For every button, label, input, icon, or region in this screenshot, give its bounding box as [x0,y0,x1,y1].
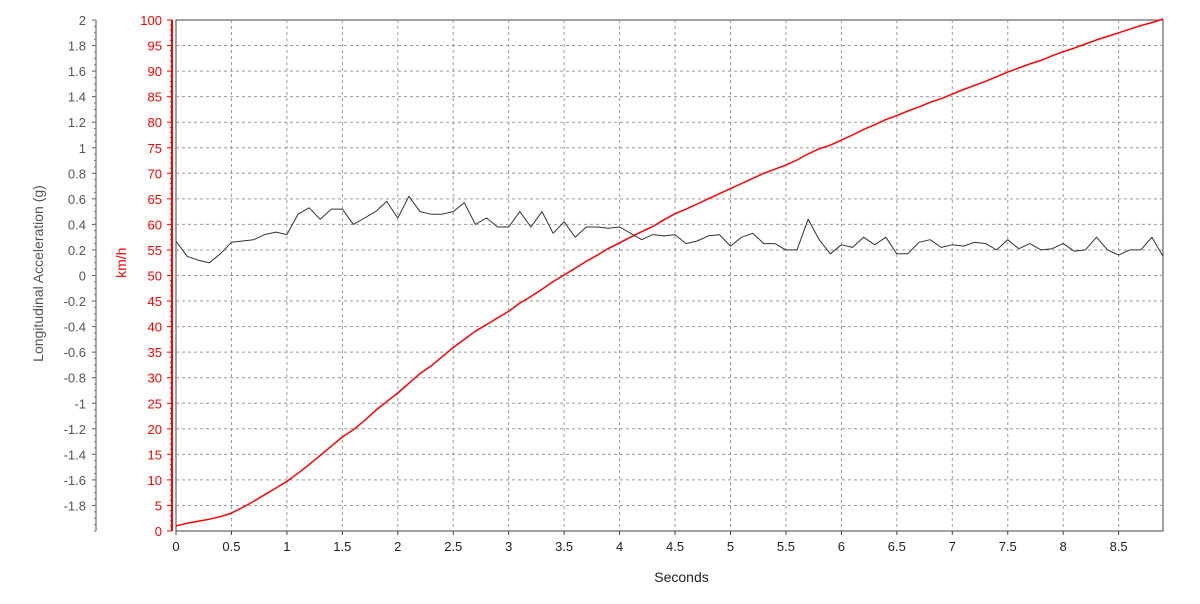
left-outer-tick-label: -0.2 [64,294,86,309]
x-tick-label: 3.5 [555,539,573,554]
left-outer-tick-label: 1.4 [68,90,86,105]
left-inner-tick-label: 5 [155,498,162,513]
left-inner-tick-label: 35 [148,345,162,360]
left-inner-tick-label: 45 [148,294,162,309]
left-inner-tick-label: 65 [148,192,162,207]
left-outer-tick-label: 2 [79,13,86,28]
x-tick-label: 6.5 [888,539,906,554]
left-outer-tick-label: 1.8 [68,39,86,54]
left-inner-tick-label: 10 [148,473,162,488]
left-inner-tick-label: 80 [148,115,162,130]
x-axis-title: Seconds [654,569,708,585]
x-tick-label: 7 [949,539,956,554]
x-tick-label: 0.5 [222,539,240,554]
left-inner-axis-title: km/h [113,248,129,278]
x-tick-label: 5 [727,539,734,554]
left-inner-tick-label: 70 [148,166,162,181]
x-tick-label: 2 [394,539,401,554]
x-tick-label: 1 [283,539,290,554]
left-outer-tick-label: 1 [79,141,86,156]
x-tick-label: 2.5 [444,539,462,554]
x-tick-label: 8 [1060,539,1067,554]
x-tick-label: 4.5 [666,539,684,554]
left-outer-tick-label: -1 [74,396,86,411]
x-tick-label: 0 [172,539,179,554]
x-tick-label: 6 [838,539,845,554]
left-inner-tick-label: 90 [148,64,162,79]
speed-series-line [175,18,1164,527]
left-inner-tick-label: 15 [148,447,162,462]
left-inner-tick-label: 85 [148,90,162,105]
left-inner-tick-label: 50 [148,269,162,284]
x-tick-label: 8.5 [1110,539,1128,554]
acceleration-series-line [175,195,1164,264]
left-inner-tick-label: 95 [148,39,162,54]
x-tick-label: 3 [505,539,512,554]
left-inner-tick-label: 0 [155,524,162,539]
left-outer-tick-label: 1.6 [68,64,86,79]
left-outer-axis-title: Longitudinal Acceleration (g) [30,185,46,362]
x-tick-label: 7.5 [999,539,1017,554]
series-layer [175,18,1164,527]
axes-layer: 0 0.5 1 1.5 2 2.5 3 3.5 4 4.5 5 5.5 6 6.5 7 7.5 8 8.5 2 1.8… [64,13,1128,554]
left-outer-tick-label: 0.4 [68,217,86,232]
x-tick-label: 5.5 [777,539,795,554]
left-outer-tick-label: 1.2 [68,115,86,130]
left-inner-tick-label: 60 [148,217,162,232]
left-inner-tick-label: 20 [148,422,162,437]
left-outer-tick-label: -0.4 [64,320,86,335]
left-outer-tick-label: -1.6 [64,473,86,488]
left-outer-tick-label: 0 [79,269,86,284]
left-outer-tick-label: -1.2 [64,422,86,437]
left-inner-tick-label: 30 [148,371,162,386]
left-inner-tick-label: 40 [148,320,162,335]
left-outer-tick-label: 0.6 [68,192,86,207]
left-outer-tick-label: -1.8 [64,498,86,513]
left-outer-tick-label: 0.2 [68,243,86,258]
left-outer-tick-label: -1.4 [64,447,86,462]
x-tick-label: 4 [616,539,623,554]
left-outer-tick-label: -0.8 [64,371,86,386]
left-inner-tick-label: 25 [148,396,162,411]
left-inner-tick-label: 75 [148,141,162,156]
left-inner-tick-label: 55 [148,243,162,258]
left-inner-tick-label: 100 [140,13,162,28]
left-outer-tick-label: 0.8 [68,166,86,181]
grid-layer [175,19,1164,532]
x-tick-label: 1.5 [333,539,351,554]
left-outer-tick-label: -0.6 [64,345,86,360]
